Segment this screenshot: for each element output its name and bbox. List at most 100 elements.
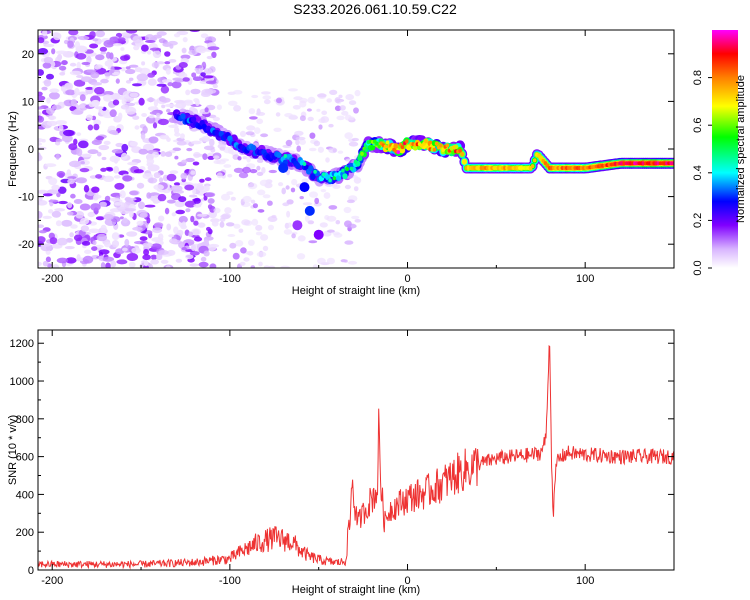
ridge-cell xyxy=(400,145,405,150)
noise-blob xyxy=(55,220,62,227)
noise-blob xyxy=(113,166,120,174)
noise-blob xyxy=(227,173,233,178)
noise-blob xyxy=(96,233,108,242)
noise-blob xyxy=(105,262,111,268)
noise-blob xyxy=(147,72,156,78)
noise-blob xyxy=(43,56,54,64)
noise-blob xyxy=(198,261,209,268)
noise-blob xyxy=(268,169,277,174)
noise-blob xyxy=(42,215,52,219)
noise-blob xyxy=(115,78,120,84)
noise-blob xyxy=(132,83,142,87)
noise-blob xyxy=(255,231,263,236)
noise-blob xyxy=(178,62,188,68)
noise-blob xyxy=(133,169,144,174)
noise-blob xyxy=(109,109,117,118)
noise-blob xyxy=(308,240,318,244)
noise-blob xyxy=(44,163,57,168)
noise-blob xyxy=(42,193,53,197)
noise-blob xyxy=(69,232,74,238)
noise-blob xyxy=(204,192,216,198)
noise-blob xyxy=(91,246,98,252)
colorbar-tick-label: 0.2 xyxy=(692,213,704,228)
noise-blob xyxy=(306,108,312,112)
noise-blob xyxy=(38,48,49,55)
noise-blob xyxy=(335,220,341,225)
noise-blob xyxy=(202,153,208,161)
noise-blob xyxy=(337,150,344,154)
noise-blob xyxy=(142,173,153,180)
noise-blob xyxy=(140,132,146,140)
x-tick-label: -100 xyxy=(219,575,241,587)
ridge-cell xyxy=(283,154,288,158)
noise-blob xyxy=(51,210,62,218)
noise-blob xyxy=(80,161,85,165)
noise-blob xyxy=(38,211,43,219)
noise-blob xyxy=(193,203,202,208)
noise-blob xyxy=(328,123,334,128)
x-tick-label: 100 xyxy=(576,273,594,285)
noise-blob xyxy=(158,250,169,255)
noise-blob xyxy=(157,118,169,126)
noise-blob xyxy=(220,158,230,162)
noise-blob xyxy=(276,97,282,104)
noise-blob xyxy=(103,140,111,145)
snr-frame xyxy=(37,329,675,571)
noise-blob xyxy=(52,264,60,268)
noise-blob xyxy=(336,115,345,121)
noise-blob xyxy=(209,138,215,147)
noise-blob xyxy=(61,219,73,227)
noise-blob xyxy=(313,140,321,147)
noise-blob xyxy=(38,236,46,244)
noise-blob xyxy=(120,55,130,61)
noise-blob xyxy=(86,114,93,121)
noise-blob xyxy=(278,182,284,187)
noise-blob xyxy=(205,80,217,85)
noise-blob xyxy=(233,167,244,173)
noise-blob xyxy=(150,259,160,265)
noise-blob xyxy=(289,114,298,119)
noise-blob xyxy=(77,91,89,96)
ridge-cell xyxy=(353,159,358,164)
noise-blob xyxy=(174,126,180,134)
noise-blob xyxy=(107,125,116,132)
noise-blob xyxy=(94,64,102,70)
noise-blob xyxy=(181,221,186,228)
noise-blob xyxy=(166,199,176,204)
noise-blob xyxy=(120,47,125,51)
noise-blob xyxy=(271,214,277,219)
noise-blob xyxy=(148,136,159,144)
noise-blob xyxy=(152,122,158,129)
noise-blob xyxy=(89,43,99,49)
noise-blob xyxy=(314,197,320,205)
noise-blob xyxy=(136,220,144,226)
noise-blob xyxy=(191,244,196,252)
noise-blob xyxy=(68,30,79,36)
noise-blob xyxy=(178,72,188,79)
noise-blob xyxy=(75,211,85,219)
ridge-cell xyxy=(462,159,467,164)
ridge-cell xyxy=(342,173,348,180)
noise-blob xyxy=(111,232,120,241)
noise-blob xyxy=(150,243,162,250)
noise-blob xyxy=(181,47,187,54)
noise-blob xyxy=(145,40,156,43)
noise-blob xyxy=(108,130,118,135)
noise-blob xyxy=(184,184,195,191)
noise-blob xyxy=(152,227,163,234)
noise-blob xyxy=(227,234,236,237)
ridge-cell xyxy=(399,147,406,154)
noise-blob xyxy=(38,261,42,267)
noise-blob xyxy=(268,224,274,231)
noise-blob xyxy=(354,89,361,97)
noise-blob xyxy=(332,231,341,236)
spectrogram-ylabel: Frequency (Hz) xyxy=(7,111,19,187)
noise-blob xyxy=(153,172,161,179)
noise-blob xyxy=(193,236,203,242)
noise-blob xyxy=(307,96,316,104)
noise-blob xyxy=(77,35,90,41)
noise-blob xyxy=(134,67,143,73)
noise-blob xyxy=(273,127,282,132)
ridge-cell xyxy=(313,169,317,174)
noise-blob xyxy=(65,89,76,96)
